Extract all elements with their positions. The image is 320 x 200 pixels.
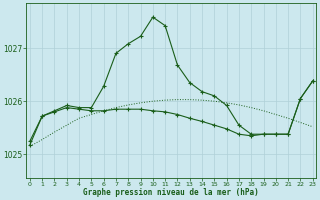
X-axis label: Graphe pression niveau de la mer (hPa): Graphe pression niveau de la mer (hPa) bbox=[84, 188, 259, 197]
